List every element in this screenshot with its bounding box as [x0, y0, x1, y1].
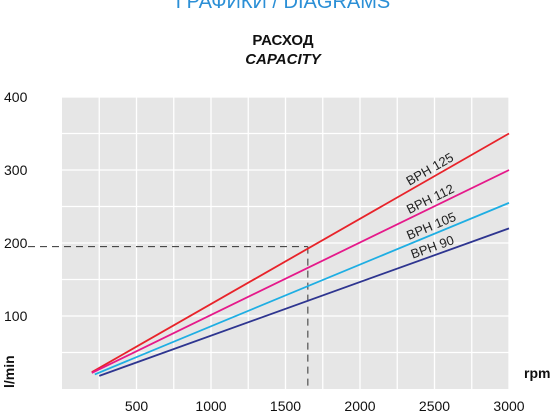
- chart-title: РАСХОД: [252, 32, 313, 49]
- reference-lines: [28, 246, 309, 389]
- x-tick-label: 1500: [270, 398, 301, 414]
- x-tick-label: 1000: [195, 398, 226, 414]
- x-tick-label: 3000: [493, 398, 524, 414]
- x-tick-label: 500: [125, 398, 149, 414]
- y-tick-label: 200: [4, 235, 28, 251]
- clipped-header-text: ГРАФИКИ / DIAGRAMS: [176, 0, 390, 13]
- series-line: [98, 227, 510, 377]
- y-tick-label: 100: [4, 308, 28, 324]
- x-tick-label: 2000: [344, 398, 375, 414]
- y-axis-label: l/min: [1, 355, 17, 388]
- x-axis-label: rpm: [524, 365, 550, 381]
- chart-subtitle: CAPACITY: [245, 51, 323, 68]
- tick-labels: 500 1000 1500 2000 2500 3000 100 200 300 400: [4, 89, 525, 414]
- y-tick-label: 300: [4, 162, 28, 178]
- x-tick-label: 2500: [419, 398, 450, 414]
- series-line: [91, 169, 510, 374]
- y-tick-label: 400: [4, 89, 28, 105]
- series-line: [94, 202, 510, 376]
- series-line: [91, 132, 510, 373]
